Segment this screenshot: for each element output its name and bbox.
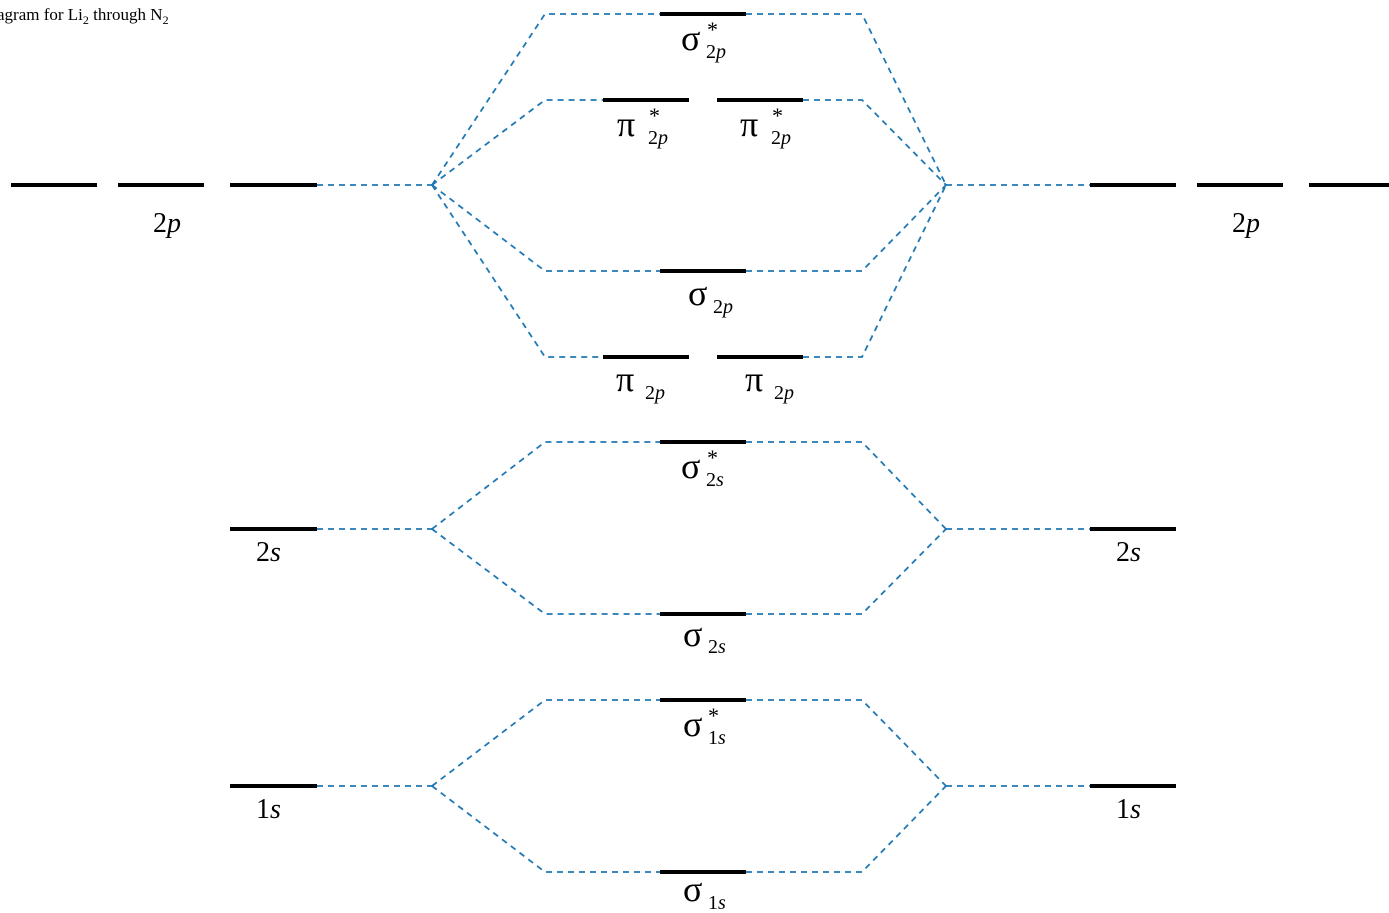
label-pi-star-2p-a: π * 2p [617,103,668,149]
label-pi-2p-a: π 2p [616,359,665,404]
label-sigma-2p: σ 2p [688,273,733,318]
label-sigma-star-2p: σ * 2p [681,17,726,63]
connector-right-2p-pi-star [803,99,947,186]
connector-right-2s-sigma-star [746,441,947,530]
right-atomic-orbitals: 2p 2s 1s [1090,183,1389,825]
title-text-a: agram for Li [0,5,83,24]
label-sigma-star-1s: σ * 1s [683,703,726,749]
diagram-title: agram for Li2 through N2 [0,5,169,27]
connector-lines [317,13,1090,873]
connector-left-2p-sigma [431,184,660,272]
label-pi-star-2p-b: π * 2p [740,103,791,149]
connector-left-2s-sigma [431,528,660,615]
title-sub-b: 2 [163,13,169,27]
connector-right-2s-sigma [746,528,947,615]
label-sigma-star-2s: σ * 2s [681,445,724,491]
label-right-2s: 2s [1116,537,1141,568]
connector-right-2p-sigma-star [746,13,947,186]
label-right-2p: 2p [1232,208,1260,239]
connector-right-1s-sigma [746,785,947,873]
label-left-2p: 2p [153,208,181,239]
title-sub-a: 2 [83,13,89,27]
connector-left-1s-sigma-star [431,699,660,787]
label-pi-2p-b: π 2p [745,359,794,404]
connector-left-2p-sigma-star [431,13,660,186]
connector-left-1s-sigma [431,785,660,873]
left-atomic-orbitals: 2p 2s 1s [11,183,317,825]
connector-right-2p-pi [803,184,947,358]
connector-left-2p-pi-star [431,99,603,186]
connector-left-2s-sigma-star [431,441,660,530]
label-left-2s: 2s [256,537,281,568]
molecular-orbitals: σ * 2p π * 2p π * 2p σ 2p π 2p [603,12,803,913]
connector-left-2p-pi [431,184,603,358]
connector-right-1s-sigma-star [746,699,947,787]
label-left-1s: 1s [256,794,281,825]
label-sigma-1s: σ 1s [683,869,726,913]
label-sigma-2s: σ 2s [683,614,726,658]
label-right-1s: 1s [1116,794,1141,825]
connector-right-2p-sigma [746,184,947,272]
title-text-b: through N [89,5,163,24]
